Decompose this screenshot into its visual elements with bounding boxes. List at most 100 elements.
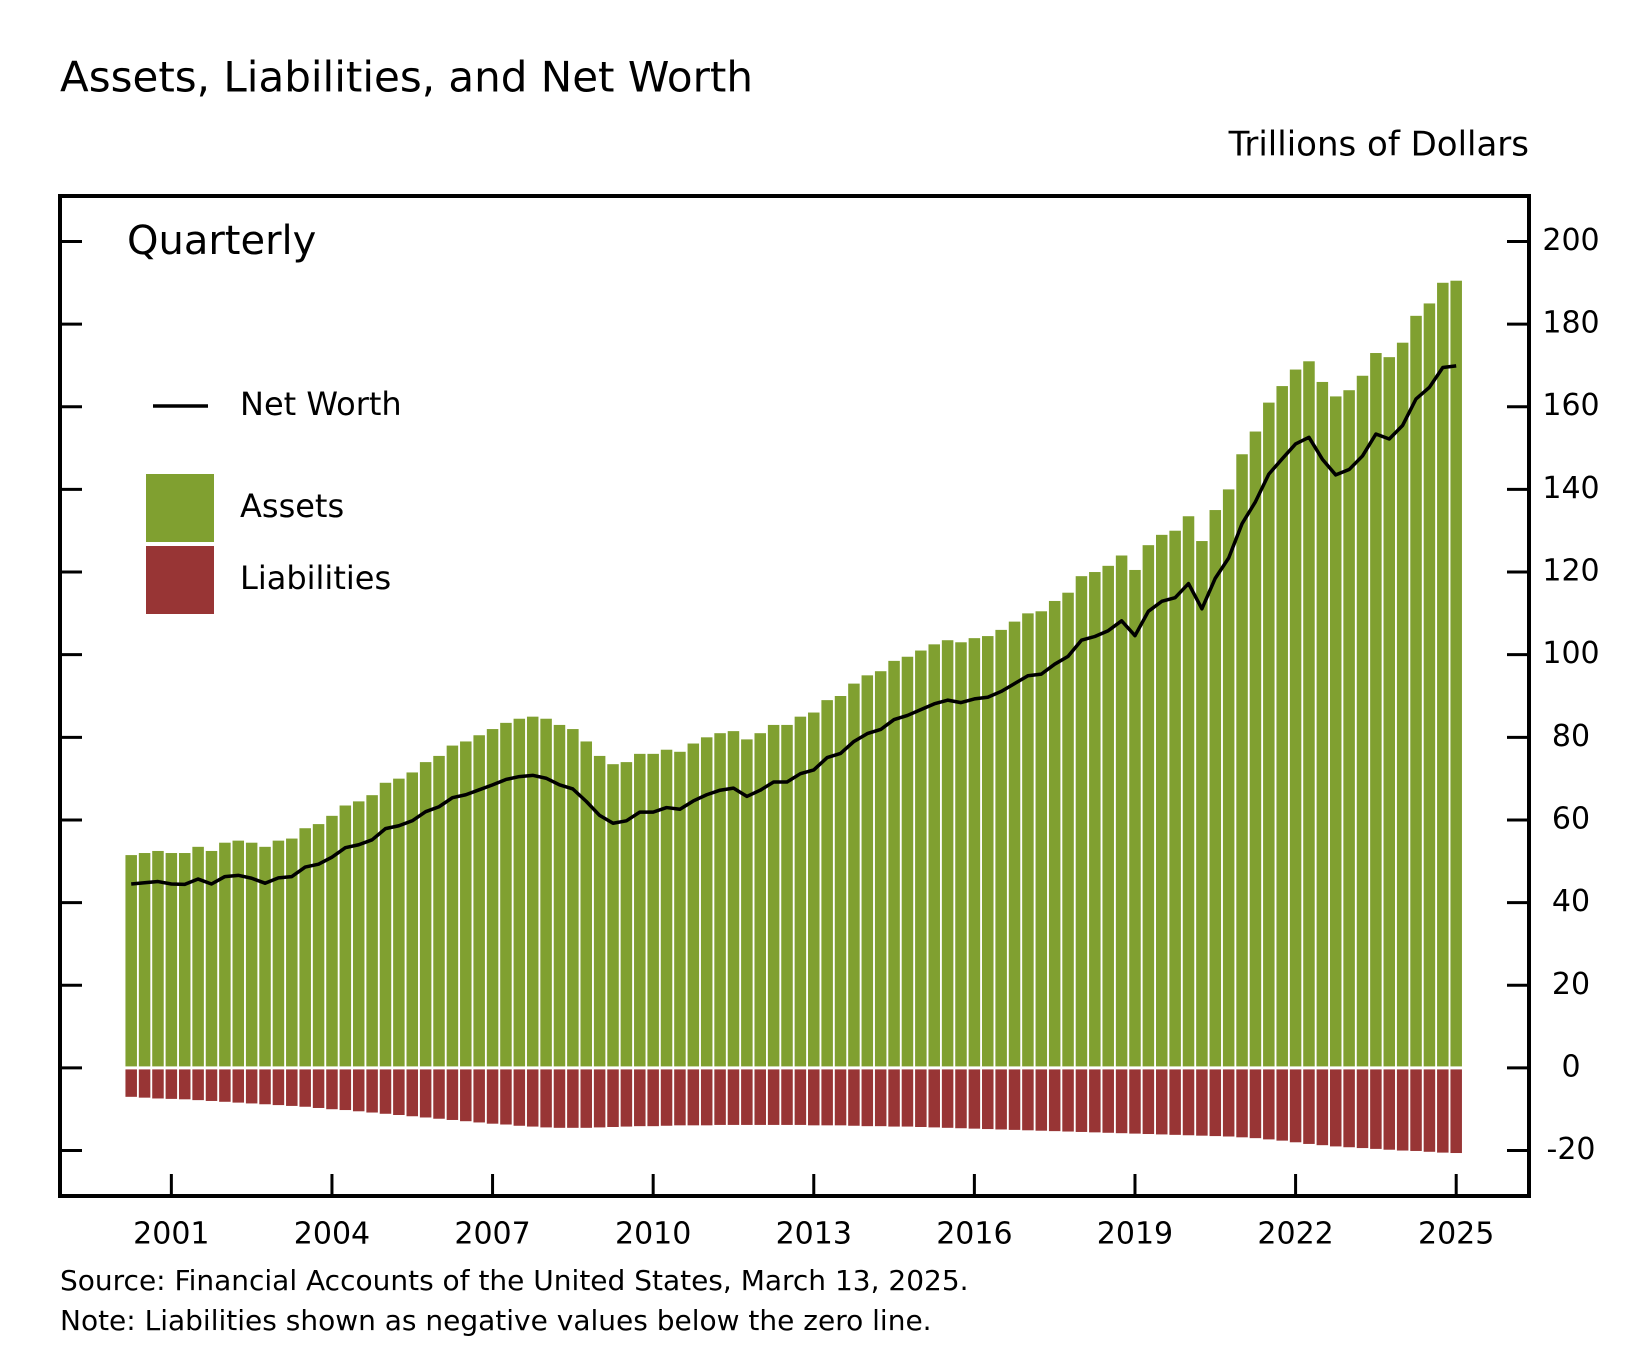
bar xyxy=(741,1069,753,1125)
bar xyxy=(1129,1069,1141,1134)
bar xyxy=(1089,572,1101,1067)
bar xyxy=(1102,565,1114,1067)
bar xyxy=(433,755,445,1067)
y-tick-label: 180 xyxy=(1542,306,1599,341)
legend-label: Assets xyxy=(240,487,344,525)
bar xyxy=(888,660,900,1067)
x-tick-label: 2016 xyxy=(936,1217,1012,1252)
bar xyxy=(473,735,485,1067)
bar xyxy=(1450,1069,1462,1154)
bar xyxy=(312,824,325,1067)
bar xyxy=(1316,381,1329,1067)
bar xyxy=(1343,390,1355,1067)
bar xyxy=(848,683,860,1067)
y-tick-label: 200 xyxy=(1542,223,1599,258)
bar xyxy=(821,700,833,1067)
x-tick-label: 2001 xyxy=(133,1217,209,1252)
bar xyxy=(446,745,459,1067)
bar xyxy=(299,1069,311,1107)
bar xyxy=(1062,1069,1074,1132)
bar xyxy=(1035,611,1048,1067)
bar xyxy=(781,724,793,1067)
bar xyxy=(1289,369,1302,1067)
bar xyxy=(526,1069,539,1127)
bar xyxy=(915,1069,927,1127)
bar xyxy=(379,1069,392,1114)
bar xyxy=(312,1069,325,1108)
bar xyxy=(125,855,137,1067)
bar xyxy=(1209,1069,1222,1137)
bar xyxy=(540,1069,552,1128)
bar xyxy=(1142,1069,1155,1135)
bar xyxy=(567,1069,579,1128)
annotation: Quarterly xyxy=(127,218,316,264)
bar xyxy=(821,1069,833,1126)
bar xyxy=(620,762,633,1067)
bar xyxy=(1196,541,1208,1067)
legend-label: Liabilities xyxy=(240,559,391,597)
bar xyxy=(700,1069,713,1126)
bar xyxy=(245,842,258,1067)
bar xyxy=(352,801,365,1067)
bar xyxy=(754,1069,766,1125)
bar xyxy=(393,1069,405,1116)
bar xyxy=(941,640,954,1067)
bar xyxy=(1276,386,1288,1067)
bar xyxy=(1022,613,1034,1067)
bar xyxy=(406,772,419,1067)
bar xyxy=(152,850,164,1067)
line xyxy=(131,364,1457,887)
bar xyxy=(901,1069,914,1127)
bar xyxy=(205,1069,218,1101)
bar xyxy=(754,733,766,1067)
bar xyxy=(232,1069,245,1103)
bar xyxy=(366,795,378,1067)
bar xyxy=(553,1069,566,1128)
bar xyxy=(1062,592,1074,1067)
y-tick-label: 100 xyxy=(1542,636,1599,671)
y-tick-label: 120 xyxy=(1542,554,1599,589)
bar xyxy=(1289,1069,1302,1143)
bar xyxy=(580,741,593,1067)
bar xyxy=(219,1069,231,1102)
bar xyxy=(593,1069,606,1128)
bar xyxy=(1396,1069,1409,1151)
bar xyxy=(1196,1069,1208,1136)
bar xyxy=(205,850,218,1067)
bar xyxy=(727,1069,740,1125)
bar xyxy=(138,853,151,1067)
bar xyxy=(794,716,807,1067)
bar xyxy=(1115,1069,1128,1134)
bar xyxy=(1048,1069,1061,1132)
bar xyxy=(620,1069,633,1127)
bar xyxy=(1222,489,1235,1067)
bar xyxy=(1356,375,1369,1067)
bar xyxy=(955,642,967,1067)
bar xyxy=(660,749,673,1067)
bar xyxy=(1155,1069,1168,1135)
bar xyxy=(1075,1069,1088,1132)
y-axis-label: Trillions of Dollars xyxy=(1228,125,1529,165)
bar xyxy=(473,1069,485,1123)
bar xyxy=(968,638,981,1067)
y-tick-label: 80 xyxy=(1552,719,1590,754)
bar xyxy=(500,1069,512,1125)
bar xyxy=(1316,1069,1329,1146)
bar xyxy=(674,751,686,1067)
bar xyxy=(567,729,579,1067)
bar xyxy=(1022,1069,1034,1131)
bar xyxy=(1222,1069,1235,1137)
bar xyxy=(553,724,566,1067)
bar xyxy=(928,644,940,1067)
bar xyxy=(1182,1069,1195,1136)
bar xyxy=(1236,454,1248,1067)
note: Note: Liabilities shown as negative valu… xyxy=(60,1304,932,1337)
y-tick-label: 40 xyxy=(1552,884,1590,919)
bar xyxy=(1276,1069,1288,1141)
bar xyxy=(513,718,526,1067)
bar xyxy=(1370,1069,1382,1149)
bar xyxy=(460,741,472,1067)
bar xyxy=(1383,1069,1396,1150)
plot-area xyxy=(125,280,1462,1154)
